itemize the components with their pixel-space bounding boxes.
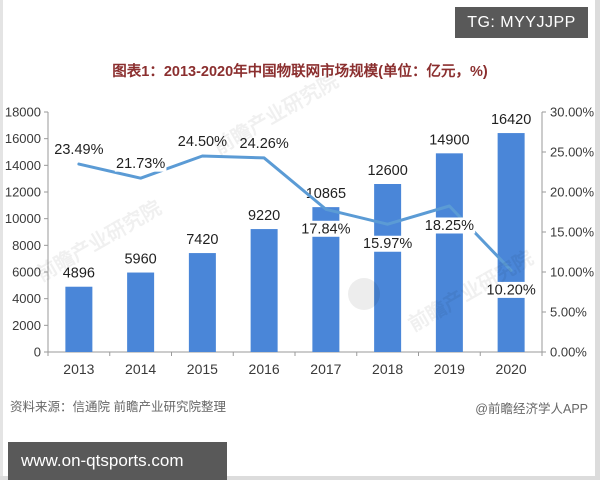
right-axis-tick-labels: 0.00% 5.00% 10.00% 15.00% 20.00% 25.00% 30.00% bbox=[550, 105, 595, 360]
bar-2015 bbox=[188, 253, 216, 352]
bar-value-label: 4896 bbox=[63, 266, 95, 282]
page-edge-bottom bbox=[0, 476, 600, 480]
website-text: www.on-qtsports.com bbox=[21, 451, 184, 470]
line-percent-label: 24.50% bbox=[178, 134, 227, 150]
percent-label-backing bbox=[53, 141, 105, 158]
line-percent-label: 17.84% bbox=[301, 221, 350, 237]
website-badge: www.on-qtsports.com bbox=[8, 442, 227, 480]
tg-contact-text: TG: MYYJJPP bbox=[467, 13, 576, 31]
bar-2018 bbox=[374, 184, 402, 352]
bar-2020 bbox=[497, 133, 525, 352]
x-axis-year-label: 2017 bbox=[310, 361, 341, 377]
right-axis-tick-label: 25.00% bbox=[550, 145, 595, 160]
bar-value-label: 5960 bbox=[124, 252, 156, 268]
percent-label-backing bbox=[238, 135, 290, 152]
data-source-text: 资料来源：信通院 前瞻产业研究院整理 bbox=[10, 400, 226, 414]
bar-value-label: 10865 bbox=[306, 186, 346, 202]
percent-label-backing bbox=[361, 235, 414, 252]
left-axis-tick-label: 0 bbox=[34, 345, 41, 360]
bar-value-label: 9220 bbox=[248, 208, 280, 224]
left-axis-tick-label: 10000 bbox=[5, 211, 41, 226]
right-axis-tick-label: 15.00% bbox=[550, 225, 595, 240]
line-percent-labels: 23.49% 21.73% 24.50% 24.26% 17.84% 15.97% 18.2… bbox=[53, 133, 537, 298]
bar-value-labels: 4896 5960 7420 9220 10865 12600 14900 16420 bbox=[63, 112, 532, 282]
right-axis-tick-label: 5.00% bbox=[550, 305, 587, 320]
bar-value-label: 14900 bbox=[429, 132, 469, 148]
percent-label-backing bbox=[485, 281, 537, 298]
right-axis-tick-label: 0.00% bbox=[550, 345, 587, 360]
left-axis-tick-label: 14000 bbox=[5, 158, 41, 173]
line-percent-label: 24.26% bbox=[240, 136, 289, 152]
bar-value-label: 16420 bbox=[491, 112, 531, 128]
percent-label-backing bbox=[176, 133, 229, 150]
chart-title: 图表1：2013-2020年中国物联网市场规模(单位：亿元，%) bbox=[112, 64, 488, 80]
left-axis-tick-label: 4000 bbox=[12, 291, 41, 306]
line-percent-label: 21.73% bbox=[116, 156, 165, 172]
left-axis-tick-label: 8000 bbox=[12, 238, 41, 253]
credit-text: @前瞻经济学人APP bbox=[475, 402, 588, 416]
bar-2016 bbox=[250, 229, 278, 352]
bar-series bbox=[65, 133, 525, 352]
right-axis-tick-label: 10.00% bbox=[550, 265, 595, 280]
chart-axes bbox=[44, 111, 546, 356]
percent-label-backing bbox=[300, 220, 352, 237]
growth-rate-line bbox=[77, 154, 513, 272]
combo-chart: 0 2000 4000 6000 8000 10000 12000 14000 16000 180… bbox=[5, 105, 595, 378]
percent-label-backing bbox=[423, 217, 476, 234]
x-axis-year-label: 2013 bbox=[63, 361, 94, 377]
percent-label-backing bbox=[114, 155, 167, 172]
page-edge-left bbox=[0, 0, 3, 480]
right-axis-tick-label: 30.00% bbox=[550, 105, 595, 120]
bar-value-label: 12600 bbox=[367, 163, 407, 179]
left-axis-tick-label: 18000 bbox=[5, 105, 41, 120]
x-axis-year-label: 2020 bbox=[496, 361, 527, 377]
line-percent-label: 18.25% bbox=[425, 218, 474, 234]
left-axis-tick-label: 16000 bbox=[5, 131, 41, 146]
line-percent-label: 15.97% bbox=[363, 236, 412, 252]
left-axis-tick-label: 2000 bbox=[12, 318, 41, 333]
bar-2019 bbox=[435, 153, 463, 352]
right-axis-tick-label: 20.00% bbox=[550, 185, 595, 200]
bar-2013 bbox=[65, 286, 93, 352]
x-axis-tick-labels: 2013 2014 2015 2016 2017 2018 2019 2020 bbox=[63, 361, 527, 377]
x-axis-year-label: 2014 bbox=[125, 361, 156, 377]
bar-value-label: 7420 bbox=[186, 232, 218, 248]
growth-line-series bbox=[77, 154, 513, 272]
left-axis-tick-labels: 0 2000 4000 6000 8000 10000 12000 14000 16000 180… bbox=[5, 105, 41, 360]
page-edge-right bbox=[595, 0, 600, 480]
tg-contact-badge: TG: MYYJJPP bbox=[455, 7, 588, 38]
left-axis-tick-label: 6000 bbox=[12, 265, 41, 280]
bar-2014 bbox=[127, 272, 155, 352]
line-percent-label: 10.20% bbox=[487, 282, 536, 298]
x-axis-year-label: 2016 bbox=[249, 361, 280, 377]
x-axis-year-label: 2019 bbox=[434, 361, 465, 377]
line-percent-label: 23.49% bbox=[54, 142, 103, 158]
x-axis-year-label: 2018 bbox=[372, 361, 403, 377]
x-axis-year-label: 2015 bbox=[187, 361, 218, 377]
left-axis-tick-label: 12000 bbox=[5, 185, 41, 200]
